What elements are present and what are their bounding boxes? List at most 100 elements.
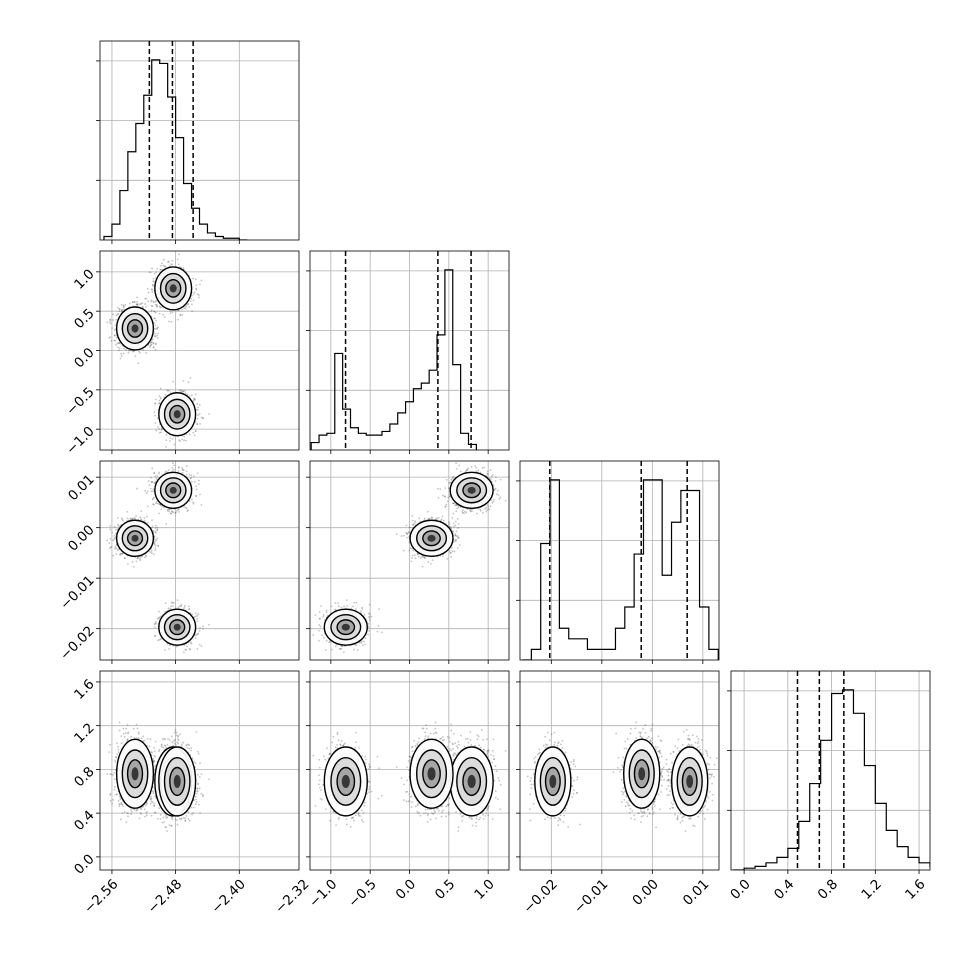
sample-point	[157, 426, 159, 428]
sample-point	[151, 481, 153, 483]
sample-point	[189, 300, 192, 303]
sample-point	[152, 346, 155, 349]
sample-point	[116, 306, 119, 309]
contour-line	[159, 272, 187, 304]
panel-content	[106, 253, 210, 448]
sample-point	[147, 291, 150, 294]
sample-point	[178, 511, 180, 513]
sample-point	[154, 324, 157, 327]
sample-point	[174, 511, 177, 514]
sample-point	[192, 397, 195, 400]
sample-point	[198, 403, 201, 406]
sample-point	[187, 381, 190, 384]
sample-point	[106, 539, 109, 542]
sample-point	[153, 482, 156, 485]
sample-point	[163, 316, 166, 318]
sample-point	[179, 313, 182, 316]
sample-point	[199, 283, 201, 286]
sample-point	[175, 510, 178, 512]
sample-point	[193, 434, 196, 437]
sample-point	[169, 391, 172, 394]
sample-point	[167, 469, 170, 472]
sample-point	[200, 504, 203, 506]
sample-point	[172, 511, 175, 514]
sample-point	[193, 481, 196, 483]
sample-point	[156, 529, 158, 532]
sample-point	[149, 345, 152, 347]
sample-point	[155, 477, 158, 480]
sample-point	[193, 398, 196, 401]
sample-point	[163, 506, 165, 509]
sample-point	[158, 402, 161, 404]
sample-point	[111, 531, 114, 534]
sample-point	[154, 544, 157, 547]
sample-point	[170, 512, 173, 515]
sample-point	[190, 480, 193, 483]
contour-line	[115, 306, 155, 351]
histogram-step	[103, 59, 248, 240]
sample-point	[195, 488, 198, 491]
sample-point	[151, 305, 154, 308]
sample-point	[146, 505, 149, 508]
sample-point	[145, 555, 148, 558]
sample-point	[171, 510, 173, 513]
sample-point	[167, 261, 169, 264]
sample-point	[153, 317, 156, 320]
sample-point	[182, 267, 185, 270]
sample-point	[146, 287, 149, 290]
sample-point	[161, 262, 163, 265]
sample-point	[160, 431, 163, 434]
sample-point	[191, 310, 193, 313]
sample-point	[197, 294, 200, 297]
sample-point	[185, 473, 188, 476]
sample-point	[178, 466, 180, 469]
contour-line	[169, 404, 186, 424]
sample-point	[184, 390, 186, 392]
sample-point	[179, 440, 182, 443]
sample-point	[184, 307, 187, 310]
sample-point	[186, 510, 189, 513]
sample-point	[191, 498, 193, 501]
sample-point	[172, 468, 175, 471]
sample-point	[150, 476, 152, 479]
sample-point	[145, 305, 147, 308]
sample-point	[153, 272, 156, 275]
sample-point	[188, 306, 191, 308]
sample-point	[172, 462, 174, 465]
sample-point	[164, 470, 167, 473]
sample-point	[154, 402, 157, 405]
panel-1-0	[96, 250, 300, 454]
sample-point	[158, 395, 161, 397]
sample-point	[155, 303, 158, 306]
sample-point	[155, 429, 158, 432]
sample-point	[198, 479, 200, 482]
sample-point	[193, 398, 196, 401]
sample-point	[162, 264, 165, 267]
sample-point	[109, 319, 112, 321]
sample-point	[162, 258, 165, 261]
sample-point	[192, 502, 195, 505]
sample-point	[160, 428, 163, 431]
sample-point	[145, 352, 147, 354]
sample-point	[154, 328, 157, 330]
sample-point	[120, 352, 123, 355]
sample-point	[147, 480, 150, 482]
sample-point	[166, 389, 168, 392]
sample-point	[154, 311, 157, 314]
sample-point	[152, 488, 155, 491]
sample-point	[116, 313, 119, 316]
sample-point	[112, 319, 115, 321]
sample-point	[153, 543, 156, 546]
sample-point	[117, 523, 119, 526]
sample-point	[117, 342, 120, 344]
sample-point	[183, 439, 185, 442]
sample-point	[169, 312, 172, 315]
sample-point	[152, 280, 155, 283]
sample-point	[150, 481, 153, 483]
sample-point	[155, 500, 158, 503]
sample-point	[185, 507, 188, 510]
sample-point	[152, 503, 154, 506]
sample-point	[154, 348, 157, 351]
sample-point	[194, 393, 197, 396]
sample-point	[159, 306, 162, 309]
